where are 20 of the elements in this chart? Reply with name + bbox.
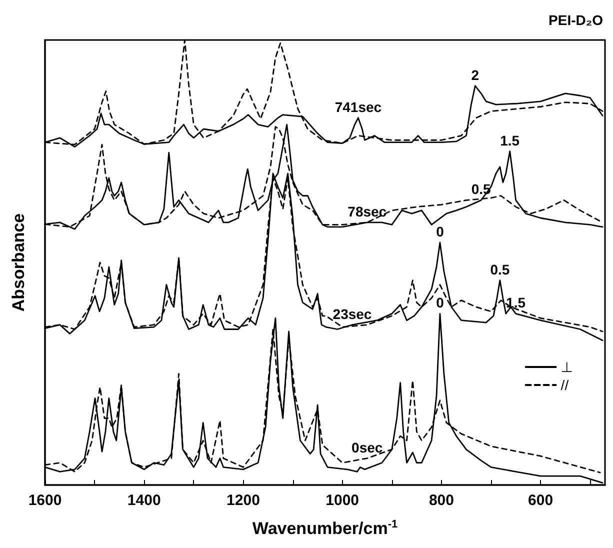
annotation: 0 [436,294,444,311]
x-tick-label: 1200 [226,492,260,509]
legend-label: ⊥ [560,359,574,375]
annotation: 1.5 [506,294,526,311]
chart-title: PEI-D₂O [548,12,604,28]
annotation: 0sec [352,439,383,456]
x-tick-label: 1000 [326,492,360,509]
annotation: 0.5 [490,261,510,278]
x-tick-label: 1400 [127,492,161,509]
annotation: 1.5 [500,132,520,148]
annotation: 2 [471,66,480,83]
x-tick-label: 800 [428,492,454,509]
annotation: 741sec [334,98,382,115]
annotation: 78sec [348,203,387,220]
x-tick-label: 600 [528,492,554,509]
y-axis-title: Absorbance [9,213,28,312]
x-tick-label: 1600 [28,492,62,509]
annotation: 0 [436,223,444,240]
annotation: 23sec [332,306,372,322]
legend-label: // [560,377,569,393]
